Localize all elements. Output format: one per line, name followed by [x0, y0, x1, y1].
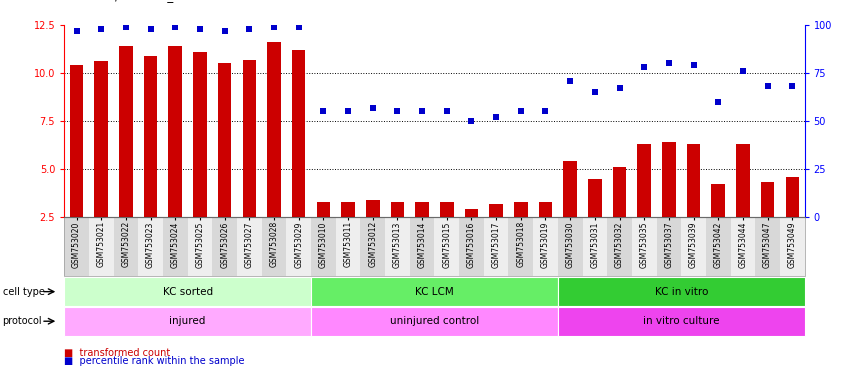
Text: GDS4608 / 207850_at: GDS4608 / 207850_at [56, 0, 185, 2]
Point [563, 78, 577, 84]
Bar [638, 144, 651, 265]
Text: ■  percentile rank within the sample: ■ percentile rank within the sample [64, 356, 245, 366]
Point [390, 108, 404, 114]
Point [736, 68, 750, 74]
Point [119, 24, 133, 30]
Text: in vitro culture: in vitro culture [643, 316, 720, 326]
Bar [490, 204, 503, 265]
Bar [193, 52, 207, 265]
Bar [588, 179, 602, 265]
Point [662, 60, 675, 66]
Point [588, 89, 602, 95]
Text: KC LCM: KC LCM [415, 286, 454, 297]
Point [638, 64, 651, 70]
Bar [94, 61, 108, 265]
Point [317, 108, 330, 114]
Point [514, 108, 527, 114]
Bar [119, 46, 133, 265]
Bar [538, 202, 552, 265]
Bar [415, 202, 429, 265]
Bar [342, 202, 355, 265]
Bar [366, 200, 379, 265]
Bar [711, 184, 725, 265]
Bar [465, 209, 479, 265]
Bar [736, 144, 750, 265]
Point [94, 26, 108, 32]
Text: injured: injured [169, 316, 205, 326]
Point [490, 114, 503, 120]
Text: cell type: cell type [3, 286, 45, 297]
Point [292, 24, 306, 30]
Text: uninjured control: uninjured control [389, 316, 479, 326]
Text: ■  transformed count: ■ transformed count [64, 348, 170, 358]
Bar [687, 144, 700, 265]
Bar [786, 177, 800, 265]
Point [169, 24, 182, 30]
Bar [292, 50, 306, 265]
Point [711, 99, 725, 105]
Point [242, 26, 256, 32]
Point [144, 26, 158, 32]
Bar [761, 182, 775, 265]
Bar [69, 65, 83, 265]
Bar [613, 167, 627, 265]
Point [217, 28, 231, 34]
Point [761, 83, 775, 89]
Bar [390, 202, 404, 265]
Bar [317, 202, 330, 265]
Point [465, 118, 479, 124]
Bar [514, 202, 527, 265]
Point [687, 62, 700, 68]
Bar [217, 63, 231, 265]
Bar [242, 60, 256, 265]
Bar [169, 46, 182, 265]
Bar [662, 142, 675, 265]
Point [786, 83, 800, 89]
Text: protocol: protocol [3, 316, 42, 326]
Point [440, 108, 454, 114]
Bar [144, 56, 158, 265]
Point [613, 85, 627, 91]
Point [193, 26, 207, 32]
Text: KC sorted: KC sorted [163, 286, 212, 297]
Bar [267, 42, 281, 265]
Text: KC in vitro: KC in vitro [655, 286, 708, 297]
Bar [440, 202, 454, 265]
Point [415, 108, 429, 114]
Point [366, 104, 379, 111]
Point [69, 28, 83, 34]
Point [267, 24, 281, 30]
Point [538, 108, 552, 114]
Point [342, 108, 355, 114]
Bar [563, 161, 577, 265]
